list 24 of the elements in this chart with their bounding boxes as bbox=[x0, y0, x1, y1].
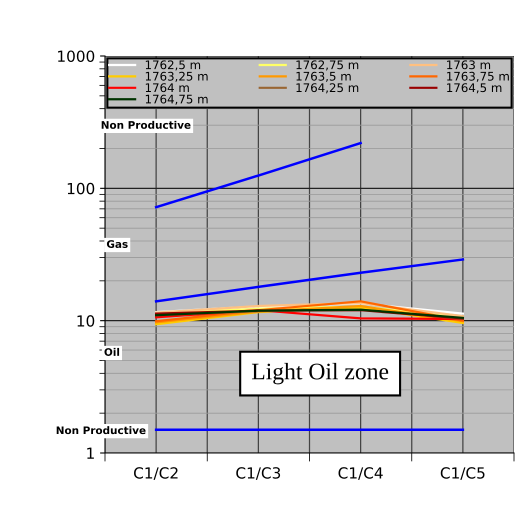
y-tick-label: 1000 bbox=[58, 50, 94, 62]
x-tick-label: C1/C5 bbox=[440, 467, 484, 480]
legend-label: 1763,5 m bbox=[296, 72, 351, 82]
legend-label: 1764 m bbox=[146, 83, 189, 92]
legend-label: 1764,75 m bbox=[146, 94, 208, 105]
y-tick-label: 100 bbox=[68, 182, 94, 194]
x-tick-label: C1/C2 bbox=[134, 467, 178, 480]
legend-label: 1762,5 m bbox=[146, 60, 200, 70]
y-tick-label: 1 bbox=[87, 448, 94, 459]
x-tick-label: C1/C3 bbox=[236, 467, 280, 480]
annotation: Non Productive bbox=[56, 426, 146, 434]
y-tick-label: 10 bbox=[78, 315, 94, 327]
annotation: Oil bbox=[104, 348, 120, 356]
legend-label: 1763 m bbox=[447, 60, 490, 70]
legend-label: 1763,75 m bbox=[447, 72, 509, 82]
legend-label: 1763,25 m bbox=[146, 72, 208, 82]
annotation: Light Oil zone bbox=[252, 362, 388, 384]
annotation: Gas bbox=[106, 240, 128, 248]
annotation: Non Productive bbox=[102, 120, 191, 129]
legend-label: 1764,25 m bbox=[296, 83, 358, 94]
line-series bbox=[154, 258, 464, 303]
x-tick-label: C1/C4 bbox=[338, 467, 383, 480]
legend-label: 1764,5 m bbox=[447, 83, 502, 94]
legend-label: 1762,75 m bbox=[296, 60, 358, 70]
